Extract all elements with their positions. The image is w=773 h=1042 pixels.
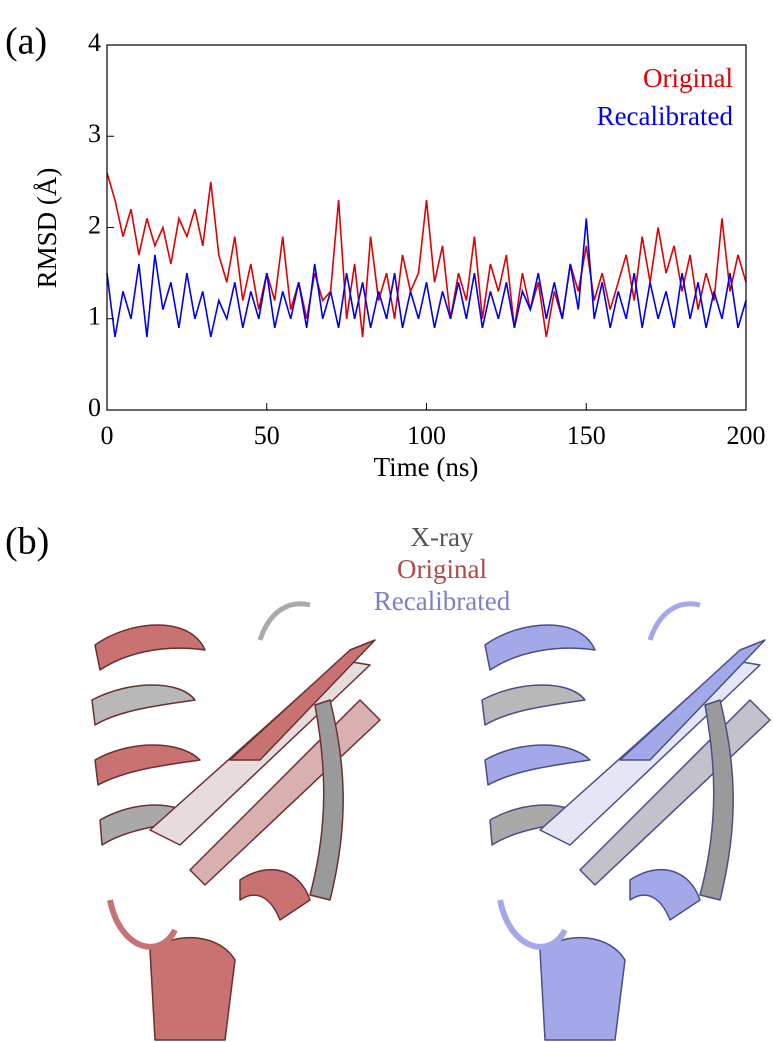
x-tick-label: 50 <box>254 421 280 450</box>
plot-frame <box>106 44 747 411</box>
y-tick-label: 2 <box>88 210 101 239</box>
data-line <box>106 218 747 338</box>
y-tick-label: 0 <box>88 393 101 422</box>
y-tick-label: 3 <box>88 119 101 148</box>
structure-recalibrated <box>481 601 771 1041</box>
x-tick-label: 100 <box>407 421 446 450</box>
x-tick-label: 150 <box>567 421 606 450</box>
legend-entry: Original <box>643 63 733 93</box>
panel-label: (a) <box>5 21 47 63</box>
structure-legend: Original <box>397 554 487 584</box>
structure-legend: X-ray <box>411 522 474 552</box>
y-tick-label: 1 <box>88 302 101 331</box>
legend-entry: Recalibrated <box>597 101 734 131</box>
data-line <box>106 172 747 338</box>
x-axis-label: Time (ns) <box>374 452 479 482</box>
x-tick-label: 0 <box>101 421 114 450</box>
structure-legend: Recalibrated <box>374 586 511 616</box>
y-tick-label: 4 <box>88 28 101 57</box>
y-axis-label: RMSD (Å) <box>32 168 62 289</box>
structure-original <box>91 601 381 1041</box>
panel-label: (b) <box>5 521 49 563</box>
x-tick-label: 200 <box>727 421 766 450</box>
